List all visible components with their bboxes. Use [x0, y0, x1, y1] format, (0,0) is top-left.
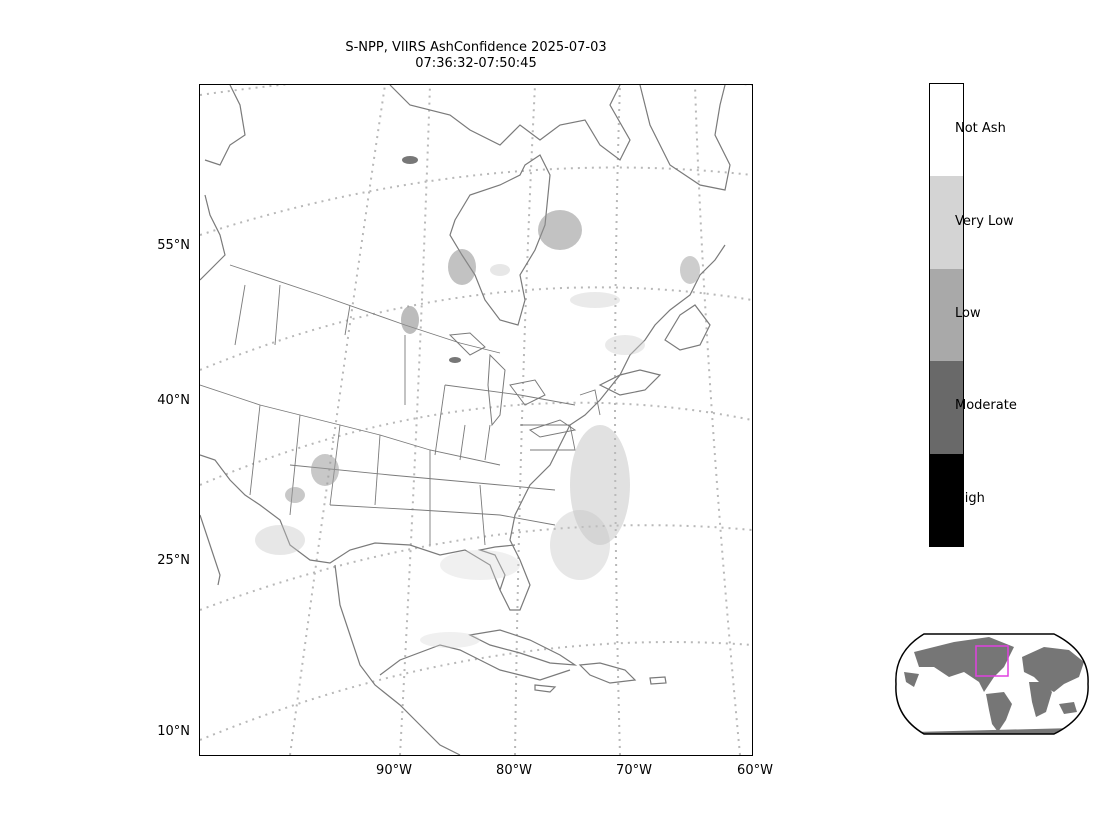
lon-label-90w: 90°W — [376, 763, 412, 778]
colorbar-segment-low — [930, 268, 963, 362]
map-title: S-NPP, VIIRS AshConfidence 2025-07-03 07… — [200, 40, 752, 72]
great-lakes — [448, 332, 577, 438]
colorbar-label-very-low: Very Low — [955, 214, 1014, 229]
lon-label-70w: 70°W — [616, 763, 652, 778]
lat-label-25n: 25°N — [157, 553, 190, 568]
lat-label-40n: 40°N — [157, 393, 190, 408]
globe-inset-canvas — [895, 633, 1089, 735]
globe-outline — [895, 633, 1089, 735]
title-line-2: 07:36:32-07:50:45 — [415, 56, 537, 71]
main-map[interactable] — [199, 84, 753, 756]
graticule — [200, 85, 752, 755]
colorbar-label-not-ash: Not Ash — [955, 121, 1006, 136]
political-borders — [200, 264, 601, 546]
colorbar-legend — [929, 83, 964, 547]
ash-speckle — [255, 156, 700, 648]
lon-label-80w: 80°W — [496, 763, 532, 778]
lat-label-55n: 55°N — [157, 238, 190, 253]
colorbar-label-high: High — [955, 491, 985, 506]
colorbar-segment-not-ash — [930, 84, 963, 177]
globe-inset-map — [894, 632, 1090, 740]
title-line-1: S-NPP, VIIRS AshConfidence 2025-07-03 — [345, 40, 607, 55]
colorbar-label-low: Low — [955, 306, 981, 321]
coastlines — [200, 85, 731, 755]
lon-label-60w: 60°W — [737, 763, 773, 778]
colorbar-segment-moderate — [930, 361, 963, 454]
globe-land — [904, 637, 1084, 734]
colorbar-label-moderate: Moderate — [955, 398, 1017, 413]
map-canvas — [200, 85, 752, 755]
colorbar-segment-high — [930, 453, 963, 547]
globe-region-highlight — [975, 645, 1009, 677]
colorbar-segment-very-low — [930, 176, 963, 269]
lat-label-10n: 10°N — [157, 724, 190, 739]
